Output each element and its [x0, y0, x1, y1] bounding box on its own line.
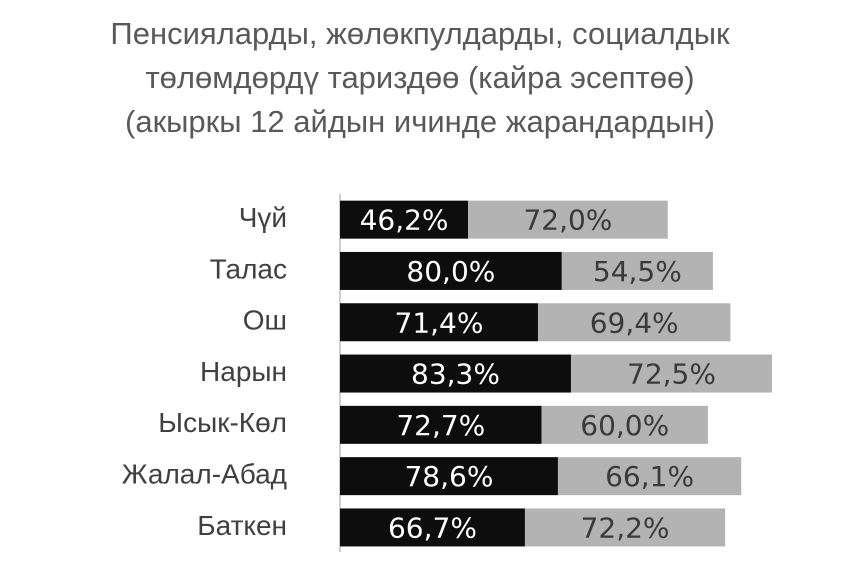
- value-label: 71,4%: [395, 306, 484, 339]
- y-tick-label: Жалал-Абад: [122, 459, 287, 490]
- y-tick-label: Баткен: [197, 510, 287, 541]
- value-label: 78,6%: [404, 460, 493, 493]
- value-label: 66,7%: [388, 511, 477, 544]
- y-tick-label: Талас: [210, 253, 287, 284]
- value-label: 69,4%: [590, 306, 679, 339]
- bar: [340, 200, 469, 239]
- y-tick-label: Чүй: [239, 202, 287, 233]
- bar: [340, 508, 525, 547]
- bar: [468, 200, 668, 239]
- value-label: 80,0%: [406, 255, 495, 288]
- y-tick-label: Ысык-Көл: [158, 407, 287, 438]
- chart-title: Пенсияларды, жөлөкпулдарды, социалдык: [110, 16, 730, 51]
- bar: [340, 457, 558, 496]
- value-label: 72,5%: [627, 358, 716, 391]
- bar: [340, 251, 562, 290]
- bar: [340, 354, 571, 393]
- bar: [340, 303, 538, 342]
- bar: [537, 303, 731, 342]
- bar: [541, 405, 708, 444]
- bar: [561, 251, 713, 290]
- value-label: 72,2%: [581, 511, 670, 544]
- chart-title: төлөмдөрдү тариздөө (кайра эсептөө): [145, 60, 694, 95]
- value-label: 54,5%: [593, 255, 682, 288]
- y-tick-label: Нарын: [200, 356, 287, 387]
- chart-title: (акыркы 12 айдын ичинде жарандардын): [125, 104, 715, 139]
- bar: [570, 354, 772, 393]
- value-label: 83,3%: [411, 358, 500, 391]
- value-label: 72,0%: [523, 204, 612, 237]
- y-tick-label: Ош: [243, 305, 287, 336]
- bar: [340, 405, 542, 444]
- bar: [557, 457, 742, 496]
- bar: [524, 508, 726, 547]
- value-label: 46,2%: [360, 204, 449, 237]
- value-label: 72,7%: [396, 409, 485, 442]
- value-label: 66,1%: [605, 460, 694, 493]
- value-label: 60,0%: [580, 409, 669, 442]
